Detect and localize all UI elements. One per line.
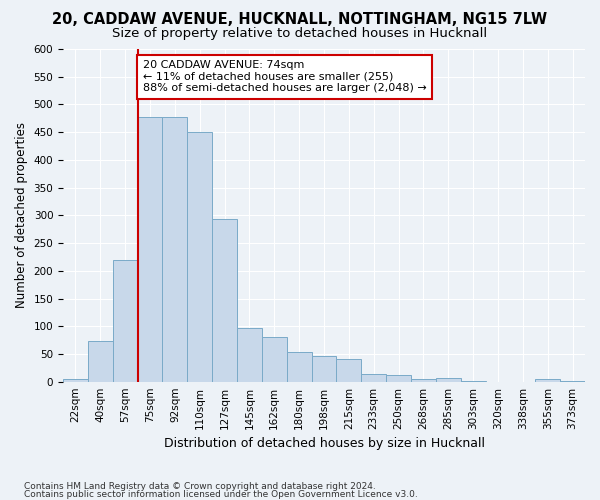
Bar [311, 356, 337, 382]
Bar [187, 132, 212, 382]
Bar [436, 378, 461, 382]
Bar [361, 374, 386, 382]
Bar [237, 328, 262, 382]
Bar [287, 352, 311, 382]
X-axis label: Distribution of detached houses by size in Hucknall: Distribution of detached houses by size … [164, 437, 485, 450]
Bar [113, 260, 137, 382]
Y-axis label: Number of detached properties: Number of detached properties [15, 122, 28, 308]
Bar [163, 116, 187, 382]
Bar [411, 379, 436, 382]
Text: Contains HM Land Registry data © Crown copyright and database right 2024.: Contains HM Land Registry data © Crown c… [24, 482, 376, 491]
Text: 20 CADDAW AVENUE: 74sqm
← 11% of detached houses are smaller (255)
88% of semi-d: 20 CADDAW AVENUE: 74sqm ← 11% of detache… [143, 60, 427, 94]
Bar [212, 218, 237, 382]
Bar [137, 117, 163, 382]
Bar [386, 375, 411, 382]
Text: 20, CADDAW AVENUE, HUCKNALL, NOTTINGHAM, NG15 7LW: 20, CADDAW AVENUE, HUCKNALL, NOTTINGHAM,… [52, 12, 548, 28]
Bar [63, 379, 88, 382]
Bar [560, 380, 585, 382]
Text: Size of property relative to detached houses in Hucknall: Size of property relative to detached ho… [112, 28, 488, 40]
Bar [262, 337, 287, 382]
Bar [88, 341, 113, 382]
Text: Contains public sector information licensed under the Open Government Licence v3: Contains public sector information licen… [24, 490, 418, 499]
Bar [535, 379, 560, 382]
Bar [337, 359, 361, 382]
Bar [461, 381, 485, 382]
